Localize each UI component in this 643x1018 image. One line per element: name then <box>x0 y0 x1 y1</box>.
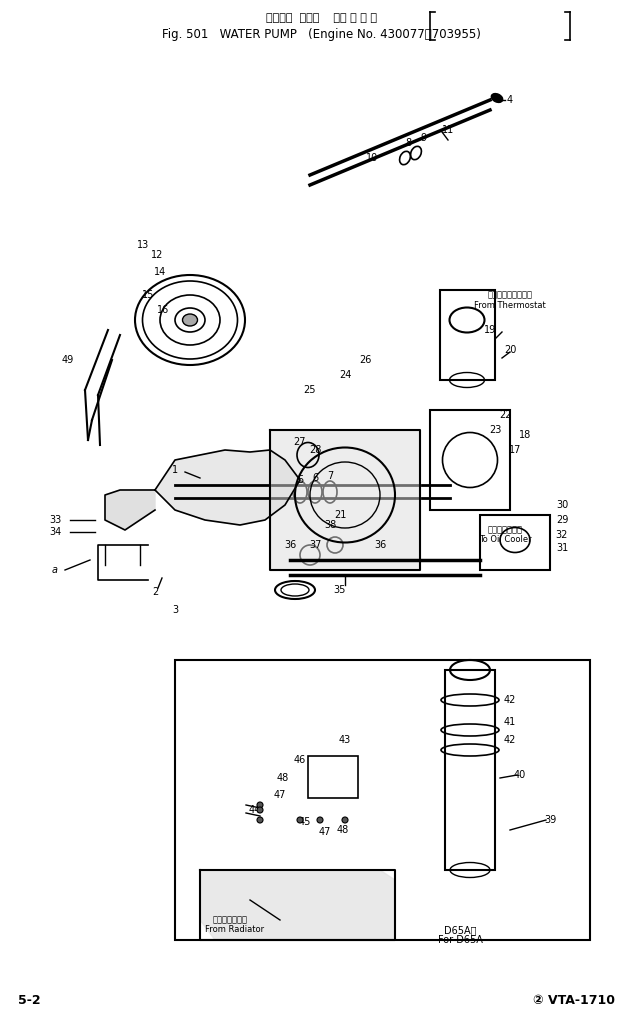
Text: 19: 19 <box>484 325 496 335</box>
Text: 41: 41 <box>504 717 516 727</box>
Ellipse shape <box>491 94 503 103</box>
Text: D65A用: D65A用 <box>444 925 476 935</box>
Text: 36: 36 <box>284 540 296 550</box>
Polygon shape <box>270 430 420 570</box>
Text: 42: 42 <box>504 695 516 705</box>
Text: 47: 47 <box>274 790 286 800</box>
Text: 42: 42 <box>504 735 516 745</box>
Ellipse shape <box>183 314 197 326</box>
Text: 5: 5 <box>297 475 303 485</box>
Polygon shape <box>200 870 395 940</box>
Text: 18: 18 <box>519 430 531 440</box>
Circle shape <box>257 802 263 808</box>
Text: 28: 28 <box>309 445 322 455</box>
Circle shape <box>257 817 263 823</box>
Text: 47: 47 <box>319 827 331 837</box>
Polygon shape <box>105 490 155 530</box>
Text: 26: 26 <box>359 355 371 365</box>
Text: 23: 23 <box>489 425 501 435</box>
Text: 20: 20 <box>504 345 516 355</box>
Text: 43: 43 <box>339 735 351 745</box>
Text: 14: 14 <box>154 267 166 277</box>
Text: 32: 32 <box>556 530 568 540</box>
Text: 10: 10 <box>366 153 378 163</box>
Text: 8: 8 <box>405 138 411 148</box>
Text: 3: 3 <box>172 605 178 615</box>
Text: 4: 4 <box>507 95 513 105</box>
Text: 5-2: 5-2 <box>18 994 41 1007</box>
Circle shape <box>297 817 303 823</box>
Text: 35: 35 <box>334 585 346 595</box>
Text: ② VTA-1710: ② VTA-1710 <box>533 994 615 1007</box>
Bar <box>430 410 510 510</box>
Text: 48: 48 <box>277 773 289 783</box>
Circle shape <box>257 807 263 813</box>
Text: 49: 49 <box>62 355 74 365</box>
Text: Fig. 501   WATER PUMP   (Engine No. 430077～703955): Fig. 501 WATER PUMP (Engine No. 430077～7… <box>161 27 480 41</box>
Text: 37: 37 <box>309 540 322 550</box>
Text: 15: 15 <box>142 290 154 300</box>
Text: 2: 2 <box>152 587 158 597</box>
Text: 34: 34 <box>49 527 61 538</box>
Text: 17: 17 <box>509 445 521 455</box>
Text: 45: 45 <box>299 817 311 827</box>
Text: 48: 48 <box>337 825 349 835</box>
Text: 33: 33 <box>49 515 61 525</box>
Text: サーモスタットから: サーモスタットから <box>487 290 532 299</box>
Text: 46: 46 <box>294 755 306 765</box>
Text: 25: 25 <box>303 385 316 395</box>
Text: 9: 9 <box>420 133 426 143</box>
Text: 38: 38 <box>324 520 336 530</box>
Bar <box>445 670 495 870</box>
Text: 40: 40 <box>514 770 526 780</box>
Text: 36: 36 <box>374 540 386 550</box>
Text: 6: 6 <box>312 473 318 483</box>
Text: 44: 44 <box>249 805 261 815</box>
Text: 7: 7 <box>327 471 333 480</box>
Text: 27: 27 <box>294 437 306 447</box>
Text: 12: 12 <box>151 250 163 260</box>
Polygon shape <box>155 450 300 525</box>
Bar <box>480 515 550 570</box>
Text: For D65A: For D65A <box>438 935 482 945</box>
Text: 24: 24 <box>339 370 351 380</box>
Text: 1: 1 <box>172 465 178 475</box>
Circle shape <box>342 817 348 823</box>
Text: From Thermostat: From Thermostat <box>474 300 546 309</box>
Bar <box>308 756 358 798</box>
Text: 11: 11 <box>442 125 454 135</box>
Text: a: a <box>52 565 58 575</box>
Bar <box>440 290 495 380</box>
Text: ウォータ  ポンプ    （運 用 号 機: ウォータ ポンプ （運 用 号 機 <box>266 13 377 23</box>
Text: ラジエータから: ラジエータから <box>212 915 248 924</box>
Text: 16: 16 <box>157 305 169 315</box>
Text: 22: 22 <box>499 410 511 420</box>
Text: オイルクーラへ: オイルクーラへ <box>487 525 523 534</box>
Text: 31: 31 <box>556 543 568 553</box>
Bar <box>175 660 590 940</box>
Text: 30: 30 <box>556 500 568 510</box>
Text: 39: 39 <box>544 815 556 825</box>
Text: 21: 21 <box>334 510 346 520</box>
Text: From Radiator: From Radiator <box>205 925 264 935</box>
Text: 29: 29 <box>556 515 568 525</box>
Circle shape <box>317 817 323 823</box>
Text: 13: 13 <box>137 240 149 250</box>
Text: To Oil Cooler: To Oil Cooler <box>478 535 531 545</box>
